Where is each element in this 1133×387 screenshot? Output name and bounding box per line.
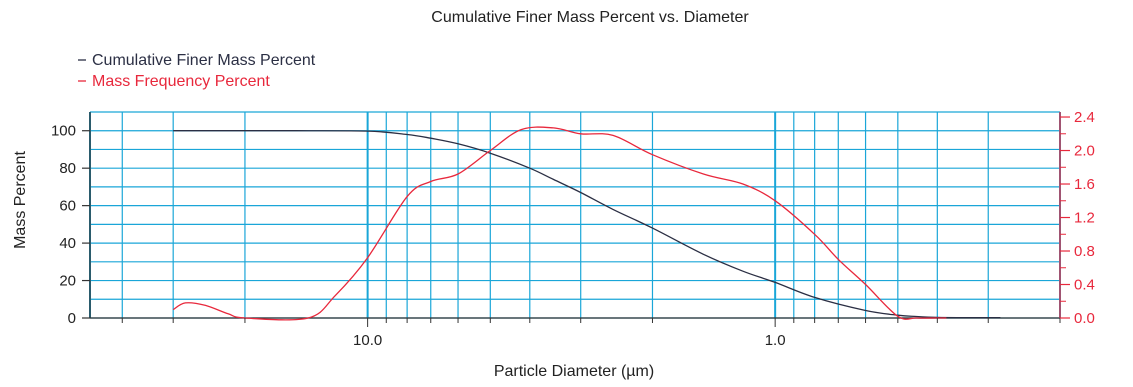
legend-label-frequency: Mass Frequency Percent [92,73,270,90]
y-tick-label: 60 [59,198,76,215]
chart-title: Cumulative Finer Mass Percent vs. Diamet… [431,9,749,26]
legend-label-cumulative: Cumulative Finer Mass Percent [92,52,316,69]
y2-tick-label: 2.4 [1074,109,1095,126]
y2-tick-label: 1.2 [1074,210,1095,227]
series-frequency-line [172,126,947,321]
axes: 0 20 40 60 80 100 0.0 0.4 0.8 1.2 1.6 2.0 2.4 10.0 1.0 [51,109,1095,349]
x-tick-label: 1.0 [765,332,786,349]
y-tick-label: 20 [59,273,76,290]
legend: Cumulative Finer Mass Percent Mass Freque… [78,52,316,90]
y2-tick-label: 0.4 [1074,277,1095,294]
y-axis-label: Mass Percent [12,151,29,249]
y-tick-label: 100 [51,123,76,140]
y-tick-label: 0 [68,310,76,327]
y-tick-label: 80 [59,160,76,177]
y-tick-label: 40 [59,235,76,252]
y2-tick-label: 0.0 [1074,310,1095,327]
y2-tick-label: 1.6 [1074,176,1095,193]
plot-frame [89,112,1061,319]
series-cumulative-line [173,130,1001,319]
series-layer [172,126,1001,321]
grid [90,111,1061,319]
y2-tick-label: 2.0 [1074,143,1095,160]
x-axis-label: Particle Diameter (µm) [494,363,654,380]
y2-tick-label: 0.8 [1074,243,1095,260]
x-tick-label: 10.0 [353,332,382,349]
